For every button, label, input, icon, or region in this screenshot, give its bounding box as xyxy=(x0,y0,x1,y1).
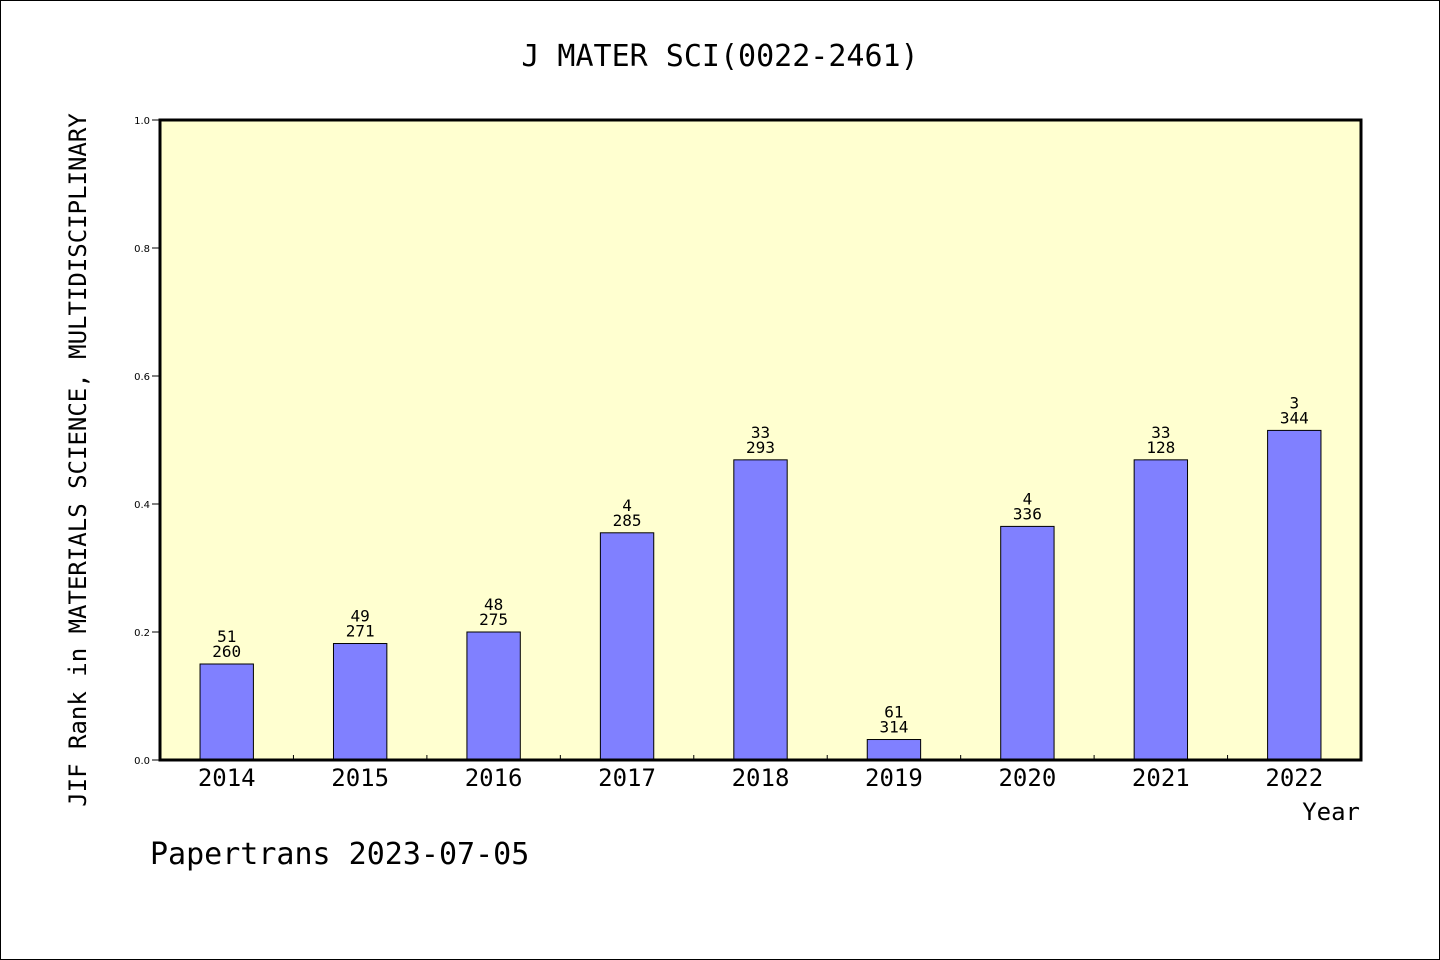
bar-2021 xyxy=(1133,459,1189,761)
bar-rank-label: 33 xyxy=(1151,423,1170,442)
bar-total-label: 285 xyxy=(613,511,642,530)
footer-credit: Papertrans 2023-07-05 xyxy=(150,837,529,872)
bar-total-label: 314 xyxy=(879,718,908,737)
x-tick-label: 2015 xyxy=(331,764,389,792)
x-axis-label: Year xyxy=(1302,798,1360,826)
bar-total-label: 275 xyxy=(479,610,508,629)
y-tick-label: 0.6 xyxy=(134,372,150,383)
bar-total-label: 293 xyxy=(746,438,775,457)
bar-rank-label: 61 xyxy=(884,703,903,722)
bar-total-label: 344 xyxy=(1280,408,1309,427)
bar-total-label: 260 xyxy=(212,642,241,661)
bar-total-label: 128 xyxy=(1146,438,1175,457)
y-tick-label: 0.8 xyxy=(134,244,150,255)
y-axis-label: JIF Rank in MATERIALS SCIENCE, MULTIDISC… xyxy=(64,113,92,807)
bar-2018 xyxy=(733,459,788,761)
x-tick-label: 2018 xyxy=(732,764,790,792)
y-tick-label: 1.0 xyxy=(134,116,150,127)
bar-rank-label: 4 xyxy=(622,496,632,515)
bar-rank-label: 3 xyxy=(1289,393,1299,412)
bar-total-label: 271 xyxy=(346,622,375,641)
x-tick-label: 2017 xyxy=(598,764,656,792)
bar-2017 xyxy=(599,532,655,761)
x-tick-label: 2019 xyxy=(865,764,923,792)
bar-rank-label: 49 xyxy=(351,607,370,626)
bar-2016 xyxy=(466,631,521,761)
x-tick-label: 2022 xyxy=(1265,764,1323,792)
plot-border xyxy=(158,118,1363,762)
y-tick-label: 0.4 xyxy=(134,500,150,511)
bar-rank-label: 33 xyxy=(751,423,770,442)
x-tick-label: 2016 xyxy=(465,764,523,792)
chart-title: J MATER SCI(0022-2461) xyxy=(521,39,918,74)
bar-rank-label: 48 xyxy=(484,595,503,614)
bar-2019 xyxy=(866,739,922,761)
y-tick-label: 0.0 xyxy=(134,756,150,767)
bar-2020 xyxy=(1000,525,1055,761)
bar-rank-label: 51 xyxy=(217,627,236,646)
bar-2015 xyxy=(332,643,388,761)
bar-total-label: 336 xyxy=(1013,504,1042,523)
bar-2014 xyxy=(199,663,254,761)
x-tick-label: 2021 xyxy=(1132,764,1190,792)
x-tick-label: 2014 xyxy=(198,764,256,792)
x-tick-label: 2020 xyxy=(998,764,1056,792)
bar-rank-label: 4 xyxy=(1023,489,1033,508)
y-tick-label: 0.2 xyxy=(134,628,150,639)
bar-2022 xyxy=(1267,429,1322,761)
